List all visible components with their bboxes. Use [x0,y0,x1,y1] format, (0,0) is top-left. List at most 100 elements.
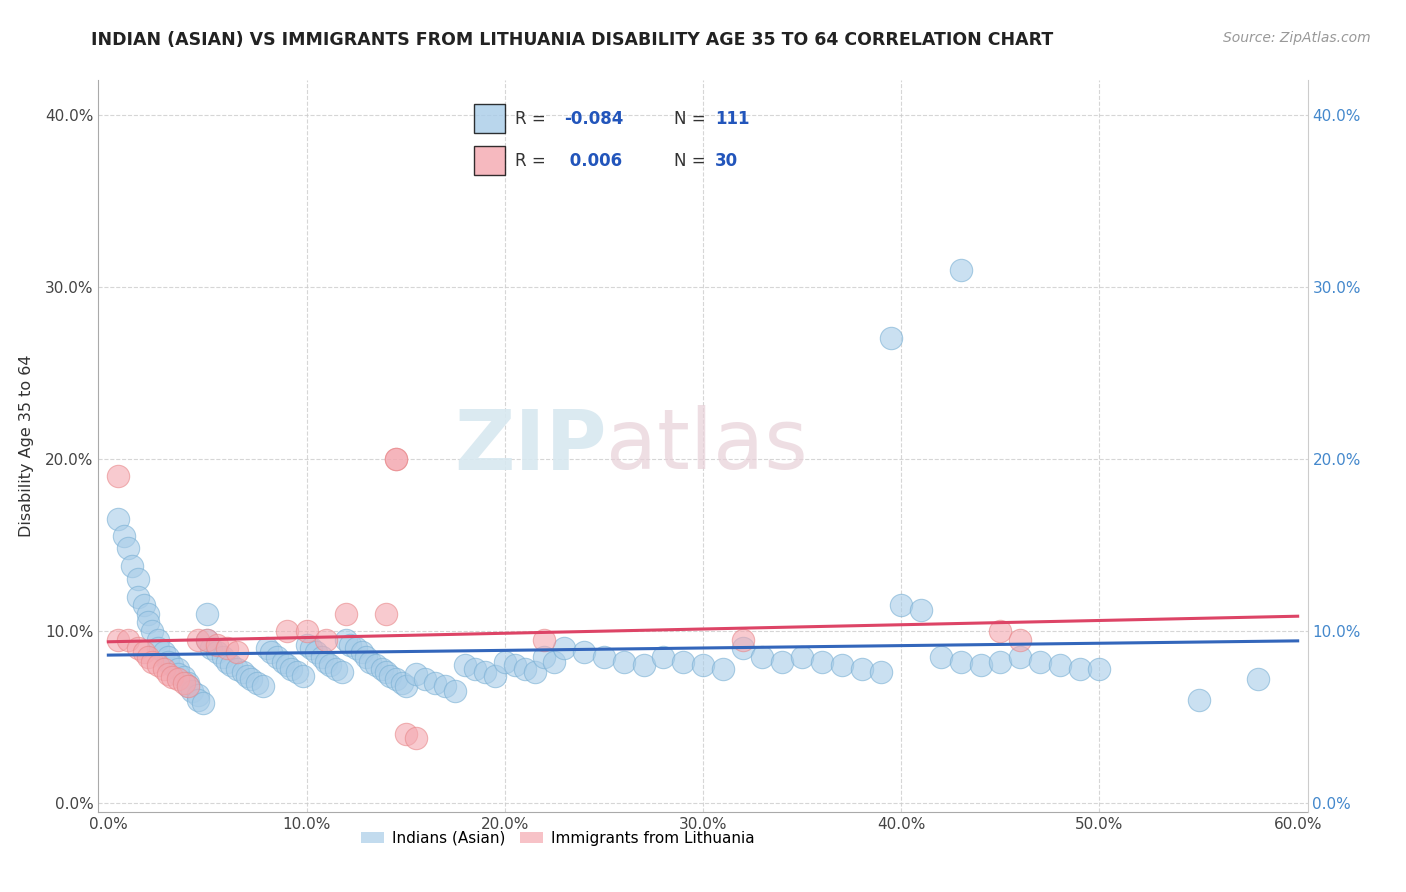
Point [226,645,249,659]
Point [107,469,129,483]
Point [384,451,406,466]
Point [335,607,357,621]
Point [513,662,536,676]
Point [572,645,595,659]
Point [454,658,477,673]
Text: atlas: atlas [606,406,808,486]
Point [107,512,129,526]
Point [1010,632,1032,647]
Point [464,662,486,676]
Point [325,662,347,676]
Point [870,665,893,680]
Point [280,662,302,676]
Point [1010,649,1032,664]
Point [384,672,406,686]
Point [299,641,322,656]
Point [166,662,188,676]
Point [186,688,208,702]
Point [180,684,202,698]
Point [890,598,912,612]
Point [593,649,616,664]
Legend: Indians (Asian), Immigrants from Lithuania: Indians (Asian), Immigrants from Lithuan… [356,824,761,852]
Point [330,665,353,680]
Point [153,645,176,659]
Point [176,679,198,693]
Point [391,675,413,690]
Point [226,662,249,676]
Point [232,665,254,680]
Point [212,649,235,664]
Point [711,662,734,676]
Point [217,655,239,669]
Point [374,665,396,680]
Point [136,615,159,630]
Point [166,672,188,686]
Point [266,649,288,664]
Point [880,331,903,345]
Point [127,590,149,604]
Text: Source: ZipAtlas.com: Source: ZipAtlas.com [1223,31,1371,45]
Point [146,658,169,673]
Point [494,655,516,669]
Point [295,638,318,652]
Point [256,641,278,656]
Point [613,655,636,669]
Point [988,624,1011,638]
Point [107,632,129,647]
Point [153,662,176,676]
Point [425,675,447,690]
Point [851,662,873,676]
Point [354,649,377,664]
Point [633,658,655,673]
Point [811,655,834,669]
Point [117,541,139,556]
Point [276,624,298,638]
Point [751,649,773,664]
Point [260,645,283,659]
Point [374,607,396,621]
Point [543,655,565,669]
Point [207,638,229,652]
Point [553,641,575,656]
Point [371,662,394,676]
Point [969,658,991,673]
Point [160,671,183,685]
Point [434,679,457,693]
Point [141,655,163,669]
Point [291,669,314,683]
Point [731,641,754,656]
Point [197,607,219,621]
Point [311,649,333,664]
Point [444,684,467,698]
Point [395,679,418,693]
Point [132,645,155,659]
Point [160,658,183,673]
Point [652,649,675,664]
Point [112,529,135,543]
Point [197,632,219,647]
Point [127,641,149,656]
Point [295,624,318,638]
Point [132,598,155,612]
Point [672,655,695,669]
Point [335,632,357,647]
Point [949,655,972,669]
Point [474,665,496,680]
Point [731,632,754,647]
Point [136,649,159,664]
Text: INDIAN (ASIAN) VS IMMIGRANTS FROM LITHUANIA DISABILITY AGE 35 TO 64 CORRELATION : INDIAN (ASIAN) VS IMMIGRANTS FROM LITHUA… [91,31,1053,49]
Point [384,451,406,466]
Point [156,655,179,669]
Point [405,731,427,745]
Point [692,658,714,673]
Point [186,693,208,707]
Point [276,658,298,673]
Point [503,658,526,673]
Point [285,665,308,680]
Y-axis label: Disability Age 35 to 64: Disability Age 35 to 64 [18,355,34,537]
Point [186,632,208,647]
Point [1069,662,1091,676]
Point [236,669,259,683]
Point [219,658,242,673]
Point [415,672,437,686]
